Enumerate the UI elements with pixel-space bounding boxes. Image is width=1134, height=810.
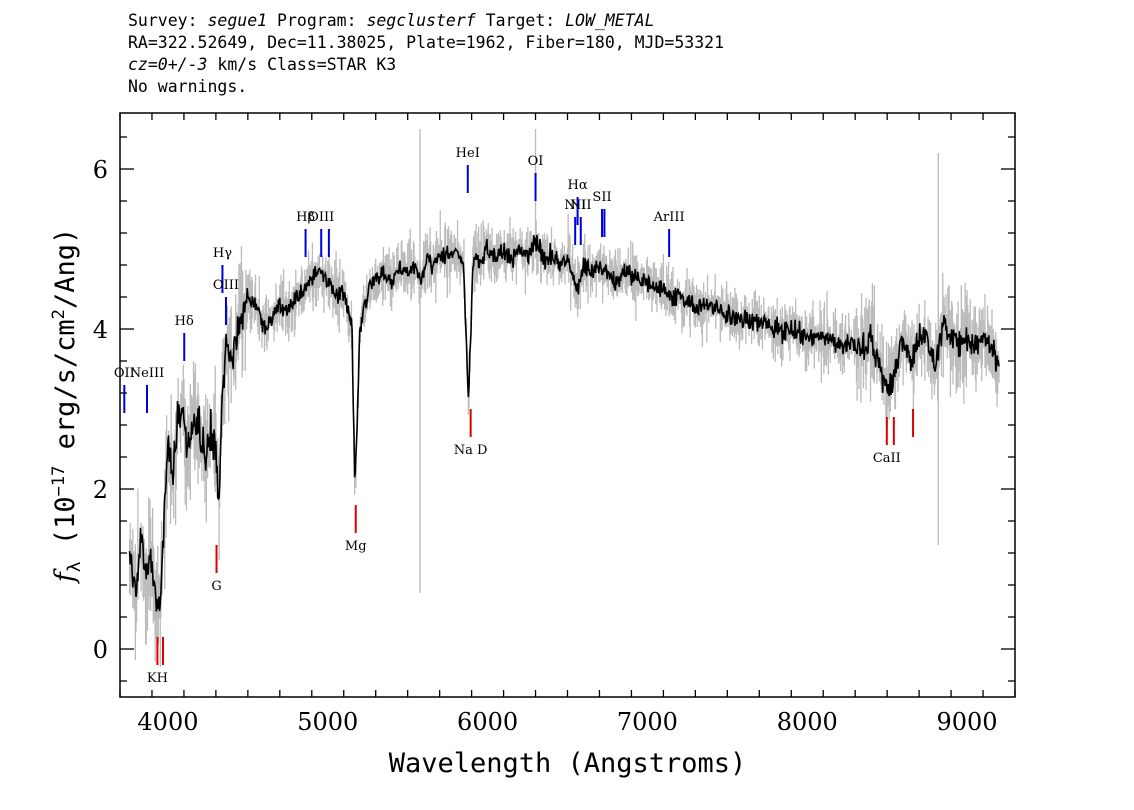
emission-line-label: NII <box>564 198 586 213</box>
absorption-line-label: Na D <box>454 443 488 458</box>
x-tick-label: 8000 <box>777 708 838 736</box>
emission-line-label: Hβ <box>296 210 315 225</box>
redshift-value: cz=0+/-3 <box>128 55 208 74</box>
absorption-line-label: G <box>211 579 221 594</box>
absorption-line-label: KH <box>147 671 168 686</box>
header-line-survey: Survey: segue1 Program: segclusterf Targ… <box>128 11 655 30</box>
x-tick-label: 7000 <box>617 708 678 736</box>
absorption-line-label: Mg <box>345 539 367 554</box>
survey-value: segue1 <box>207 11 268 30</box>
y-label-sup2: 2 <box>49 309 69 319</box>
y-tick-label: 0 <box>93 636 108 664</box>
plot-content: OIINeIIIHδHγOIIIHβOIIIHeIOINIIHαNIISIIAr… <box>114 129 1000 686</box>
x-tick-label: 9000 <box>937 708 998 736</box>
header-line-class: cz=0+/-3 km/s Class=STAR K3 <box>128 55 397 74</box>
absorption-line-label: CaII <box>873 451 901 466</box>
header-line-warnings: No warnings. <box>128 77 248 96</box>
y-label-sub: λ <box>64 561 85 572</box>
emission-line-label: OI <box>528 154 544 169</box>
line-markers: OIINeIIIHδHγOIIIHβOIIIHeIOINIIHαNIISIIAr… <box>114 146 915 686</box>
y-label-c: /Ang) <box>50 228 81 309</box>
program-value: segclusterf <box>366 11 476 30</box>
emission-line-label: NII <box>570 198 592 213</box>
y-axis-label: fλ (10−17 erg/s/cm2/Ang) <box>49 228 85 584</box>
y-tick-label: 2 <box>93 476 108 504</box>
x-tick-label: 6000 <box>457 708 518 736</box>
emission-line-label: SII <box>592 190 611 205</box>
y-tick-label: 4 <box>93 316 108 344</box>
y-label-b: erg/s/cm <box>50 319 81 465</box>
flux-line <box>128 234 1000 612</box>
x-tick-label: 4000 <box>137 708 198 736</box>
target-value: LOW_METAL <box>565 11 655 30</box>
emission-line-label: NeIII <box>130 366 164 381</box>
x-tick-label: 5000 <box>297 708 358 736</box>
header-line-coordinates: RA=322.52649, Dec=11.38025, Plate=1962, … <box>128 33 725 52</box>
emission-line-label: Hγ <box>213 246 232 261</box>
emission-line-label: HeI <box>456 146 480 161</box>
x-axis-label: Wavelength (Angstroms) <box>389 748 747 779</box>
tick-labels: 4000 5000 6000 7000 8000 9000 0 2 4 6 <box>93 156 998 736</box>
emission-line-label: Hα <box>568 178 588 193</box>
emission-line-label: ArIII <box>653 210 685 225</box>
emission-line-label: Hδ <box>175 314 194 329</box>
emission-line-label: OII <box>114 366 135 381</box>
y-label-a: (10 <box>50 496 81 561</box>
y-tick-label: 6 <box>93 156 108 184</box>
axis-ticks <box>119 113 1016 697</box>
y-label-sup1: −17 <box>49 466 69 497</box>
spectrum-header: Survey: segue1 Program: segclusterf Targ… <box>128 10 724 98</box>
emission-line-label: OIII <box>308 210 334 225</box>
emission-line-label: OIII <box>213 278 239 293</box>
